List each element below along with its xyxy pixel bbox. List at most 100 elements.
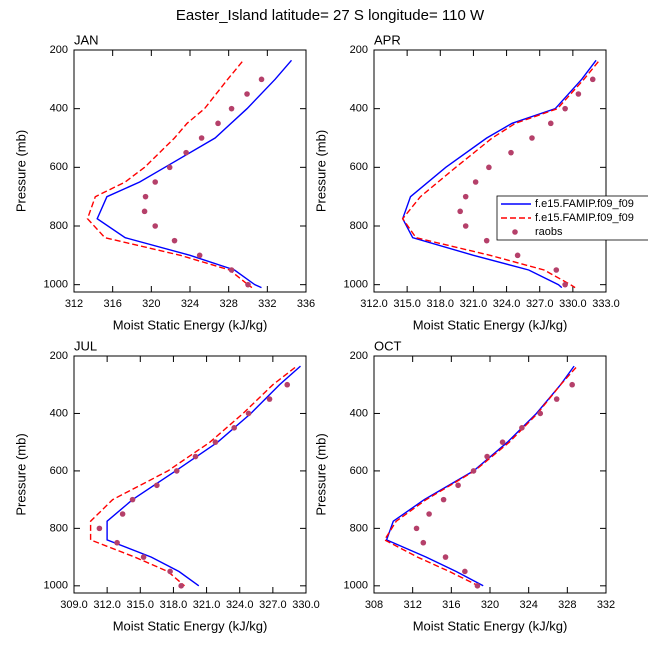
raob-point [514,252,521,259]
raob-point [196,252,203,259]
x-tick-label: 330.0 [559,298,587,310]
panel-label: OCT [374,338,402,353]
profile-line [86,61,253,289]
panel-label: APR [374,32,401,47]
panel-label: JUL [74,338,97,353]
raob-point [589,76,596,83]
x-tick-label: 320 [142,298,160,310]
raob-point [455,482,461,489]
y-tick-label: 200 [50,350,68,362]
raob-point [553,267,560,273]
raob-point [245,281,251,288]
y-axis-label: Pressure (mb) [313,130,328,212]
raob-point [119,511,126,517]
x-tick-label: 315.0 [127,599,155,611]
x-tick-label: 332 [258,298,276,310]
raob-point [426,511,432,517]
raob-point [140,554,147,560]
x-tick-label: 327.0 [526,298,554,310]
raob-point [529,135,535,141]
raob-point [228,105,235,112]
raob-point [245,410,252,417]
raob-point [228,267,235,273]
y-tick-label: 600 [50,161,68,173]
x-tick-label: 309.0 [60,599,88,611]
legend-marker [512,229,518,235]
profile-line [96,59,293,289]
profile-line [89,366,296,587]
x-tick-label: 312.0 [360,298,388,310]
raob-point [462,193,469,200]
panel: JUL Moist Static Energy (kJ/kg) Pressure (… [13,338,319,633]
raob-point [440,496,447,503]
y-tick-label: 1000 [344,279,368,291]
raob-point [183,149,189,156]
raob-point [215,120,221,127]
raob-point [484,453,490,460]
raob-point [141,208,148,215]
y-tick-label: 400 [50,103,68,115]
plot-frame [373,49,607,293]
y-tick-label: 600 [350,465,368,477]
raob-point [166,164,173,171]
y-axis-label: Pressure (mb) [13,130,28,212]
raob-point [167,568,173,575]
x-tick-label: 328 [558,599,576,611]
y-tick-label: 800 [350,220,368,232]
raob-point [244,91,250,97]
raob-point [192,453,199,460]
y-tick-label: 200 [350,350,368,362]
x-tick-label: 328 [219,298,237,310]
raob-point [474,583,481,589]
raob-point [562,105,568,112]
legend-label: raobs [535,226,563,238]
raob-point [171,237,178,244]
x-tick-label: 324.0 [493,298,521,310]
raob-point [114,539,120,546]
x-axis-label: Moist Static Energy (kJ/kg) [413,317,568,332]
legend-label: f.e15.FAMIP.f09_f09 [535,198,634,210]
x-tick-label: 336 [297,298,315,310]
raob-point [457,208,463,215]
y-tick-label: 400 [50,407,68,419]
y-tick-label: 600 [350,161,368,173]
x-tick-label: 333.0 [592,298,620,310]
y-tick-label: 1000 [344,580,368,592]
profile-line [401,59,597,289]
raob-point [486,164,492,171]
y-tick-label: 600 [50,465,68,477]
x-tick-label: 320 [481,599,499,611]
y-tick-label: 800 [50,220,68,232]
panel: OCT Moist Static Energy (kJ/kg) Pressure (… [313,338,615,633]
raob-point [212,439,219,445]
x-axis-label: Moist Static Energy (kJ/kg) [113,317,268,332]
raob-point [231,425,237,431]
raob-point [154,482,160,489]
raob-point [537,410,544,417]
x-tick-label: 308 [365,599,383,611]
raob-point [284,381,291,388]
raob-point [442,554,449,560]
raob-point [198,135,205,141]
raob-point [472,179,479,185]
raob-point [470,468,477,474]
x-tick-label: 312 [403,599,421,611]
x-tick-label: 324.0 [226,599,254,611]
y-tick-label: 1000 [44,279,68,291]
raob-point [413,525,420,532]
x-tick-label: 318.0 [160,599,188,611]
x-tick-label: 332 [597,599,615,611]
raob-point [266,396,273,402]
y-axis-label: Pressure (mb) [313,433,328,515]
raob-point [499,439,506,445]
raob-point [152,179,158,185]
raob-point [152,223,158,229]
profile-line [401,61,599,289]
raob-point [462,223,469,229]
panel: APR Moist Static Energy (kJ/kg) Pressure (… [313,32,648,332]
x-tick-label: 316 [442,599,460,611]
y-tick-label: 200 [50,44,68,56]
x-tick-label: 324 [181,298,199,310]
raob-point [483,237,490,244]
